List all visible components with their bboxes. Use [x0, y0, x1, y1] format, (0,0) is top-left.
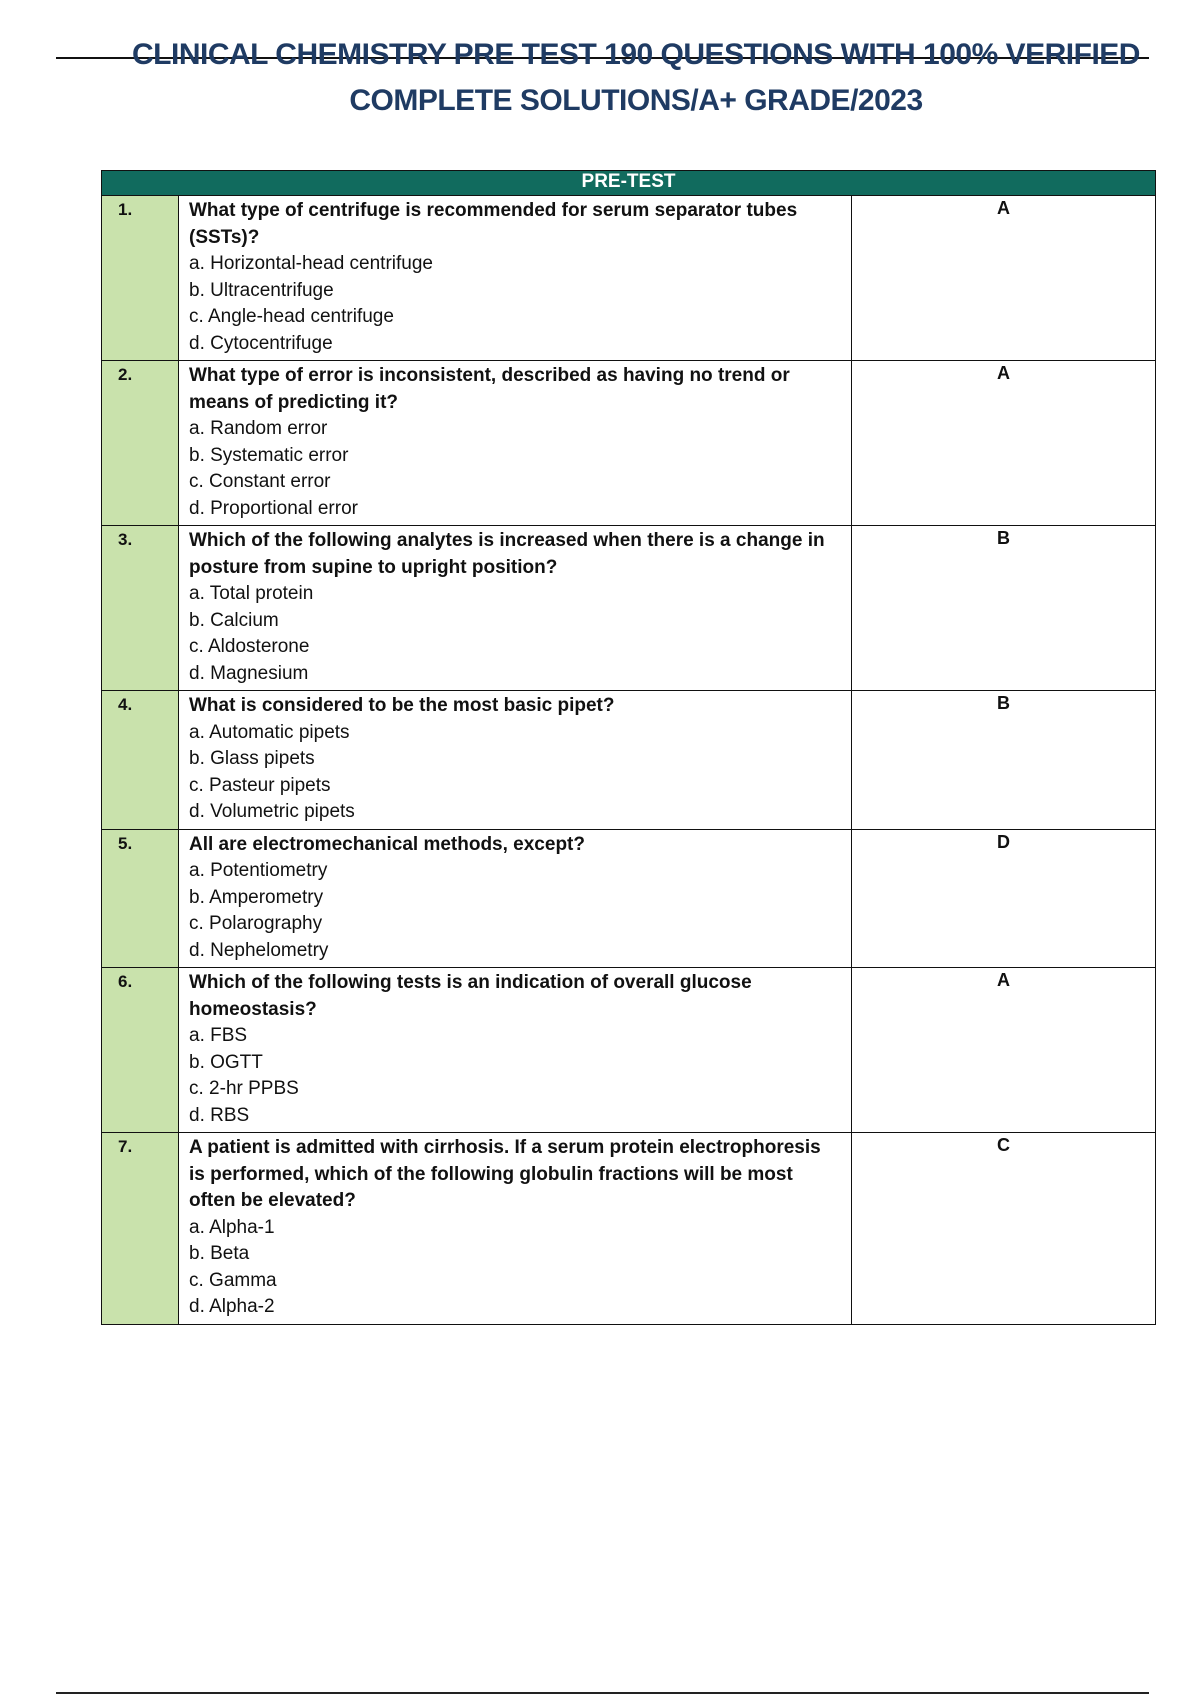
question-number: 4.: [101, 690, 179, 830]
answer-cell: B: [851, 525, 1156, 691]
question-row: 3. Which of the following analytes is in…: [101, 525, 1156, 691]
question-row: 7. A patient is admitted with cirrhosis.…: [101, 1132, 1156, 1325]
answer-cell: A: [851, 195, 1156, 361]
question-number: 5.: [101, 828, 179, 968]
title-strikethrough-line: [56, 57, 1149, 59]
question-row: 6. Which of the following tests is an in…: [101, 967, 1156, 1133]
option: b. Ultracentrifuge: [189, 279, 334, 301]
question-cell: What is considered to be the most basic …: [178, 690, 852, 830]
option: c. Angle-head centrifuge: [189, 306, 394, 327]
question-cell: Which of the following analytes is incre…: [178, 525, 852, 691]
option: a. Alpha-1: [189, 1216, 275, 1238]
option: d. RBS: [189, 1104, 250, 1126]
question-stem: A patient is admitted with cirrhosis. If…: [189, 1137, 821, 1211]
option: d. Alpha-2: [189, 1296, 275, 1317]
option: c. Aldosterone: [189, 636, 310, 657]
answer-cell: A: [851, 967, 1156, 1133]
option: a. Total protein: [189, 583, 314, 604]
question-number: 6.: [101, 967, 179, 1133]
option: d. Magnesium: [189, 662, 309, 684]
document-title-line1: CLINICAL CHEMISTRY PRE TEST 190 QUESTION…: [132, 38, 1140, 71]
option: a. FBS: [189, 1025, 248, 1046]
question-stem: All are electromechanical methods, excep…: [189, 833, 585, 855]
option: a. Random error: [189, 418, 328, 439]
question-number: 2.: [101, 360, 179, 526]
option: b. Amperometry: [189, 886, 324, 908]
option: b. Beta: [189, 1243, 250, 1264]
option: b. Glass pipets: [189, 748, 315, 769]
question-cell: What type of centrifuge is recommended f…: [178, 195, 852, 361]
option: a. Automatic pipets: [189, 721, 350, 743]
answer-cell: C: [851, 1132, 1156, 1325]
question-cell: A patient is admitted with cirrhosis. If…: [178, 1132, 852, 1325]
option: c. Constant error: [189, 471, 331, 492]
option: b. OGTT: [189, 1051, 263, 1073]
option: a. Horizontal-head centrifuge: [189, 253, 433, 274]
option: b. Systematic error: [189, 444, 349, 466]
question-stem: What type of centrifuge is recommended f…: [189, 200, 798, 248]
option: c. Gamma: [189, 1269, 277, 1291]
question-cell: Which of the following tests is an indic…: [178, 967, 852, 1133]
footer-divider: [56, 1692, 1149, 1694]
option: d. Cytocentrifuge: [189, 332, 333, 354]
option: c. 2-hr PPBS: [189, 1078, 299, 1099]
option: d. Nephelometry: [189, 939, 329, 961]
answer-cell: A: [851, 360, 1156, 526]
question-cell: What type of error is inconsistent, desc…: [178, 360, 852, 526]
document-title-line2: COMPLETE SOLUTIONS/A+ GRADE/2023: [349, 84, 923, 117]
question-row: 2. What type of error is inconsistent, d…: [101, 360, 1156, 526]
question-stem: Which of the following analytes is incre…: [189, 530, 825, 578]
question-number: 3.: [101, 525, 179, 691]
question-stem: What is considered to be the most basic …: [189, 695, 615, 716]
question-stem: What type of error is inconsistent, desc…: [189, 365, 790, 413]
question-row: 5. All are electromechanical methods, ex…: [101, 828, 1156, 968]
question-stem: Which of the following tests is an indic…: [189, 972, 752, 1020]
question-number: 1.: [101, 195, 179, 361]
question-row: 1. What type of centrifuge is recommende…: [101, 195, 1156, 361]
option: a. Potentiometry: [189, 860, 328, 881]
option: d. Proportional error: [189, 497, 358, 519]
option: d. Volumetric pipets: [189, 801, 355, 822]
table-header: PRE-TEST: [101, 170, 1156, 196]
pretest-table: PRE-TEST 1. What type of centrifuge is r…: [101, 170, 1156, 1325]
option: b. Calcium: [189, 609, 279, 631]
question-row: 4. What is considered to be the most bas…: [101, 690, 1156, 830]
answer-cell: D: [851, 828, 1156, 968]
answer-cell: B: [851, 690, 1156, 830]
option: c. Pasteur pipets: [189, 774, 331, 796]
question-cell: All are electromechanical methods, excep…: [178, 828, 852, 968]
option: c. Polarography: [189, 913, 323, 934]
question-number: 7.: [101, 1132, 179, 1325]
